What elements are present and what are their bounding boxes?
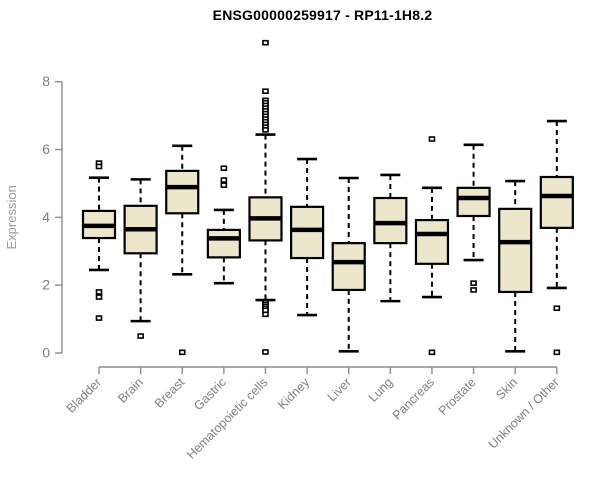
- x-tick-label: Prostate: [436, 375, 479, 418]
- y-axis-title: Expression: [4, 185, 19, 249]
- chart-title: ENSG00000259917 - RP11-1H8.2: [212, 7, 433, 23]
- x-tick-label: Lung: [366, 375, 396, 405]
- iqr-box: [498, 207, 533, 294]
- outlier-point: [95, 289, 103, 295]
- x-tick-label: Pancreas: [390, 375, 437, 422]
- box-liver: [331, 176, 366, 353]
- outlier-point: [553, 349, 561, 356]
- iqr-box: [206, 228, 241, 259]
- outlier-point: [262, 349, 269, 355]
- outlier-point: [262, 127, 269, 133]
- y-tick-label: 4: [42, 209, 50, 225]
- x-tick-label: Kidney: [275, 375, 312, 412]
- x-tick-label: Brain: [115, 375, 146, 406]
- y-tick-label: 0: [42, 345, 50, 361]
- box-skin: [498, 179, 533, 353]
- y-tick-label: 6: [42, 141, 50, 157]
- iqr-box: [414, 218, 450, 265]
- iqr-box: [290, 205, 325, 260]
- outlier-point: [95, 315, 103, 321]
- x-tick-label: Gastric: [191, 375, 229, 413]
- x-tick-label: Breast: [152, 375, 188, 411]
- x-tick-label: Skin: [493, 375, 520, 402]
- outlier-point: [137, 333, 144, 339]
- box-hematopoietic-cells: [248, 39, 283, 355]
- box-brain: [123, 178, 158, 339]
- outlier-point: [95, 294, 103, 300]
- outlier-point: [178, 349, 186, 356]
- outlier-point: [220, 182, 228, 188]
- outlier-point: [262, 311, 269, 318]
- x-tick-label: Unknown / Other: [486, 375, 562, 451]
- y-tick-label: 8: [42, 73, 50, 89]
- outlier-point: [553, 305, 561, 312]
- outlier-point: [470, 287, 477, 293]
- outlier-point: [220, 165, 228, 171]
- box-lung: [373, 173, 408, 303]
- outlier-point: [470, 280, 477, 286]
- box-bladder: [81, 160, 117, 321]
- iqr-box: [331, 242, 366, 292]
- outlier-point: [262, 39, 269, 46]
- box-kidney: [290, 157, 325, 317]
- x-tick-label: Liver: [325, 375, 354, 404]
- outlier-point: [262, 88, 269, 94]
- outlier-point: [428, 136, 436, 142]
- box-pancreas: [414, 136, 450, 356]
- outlier-point: [428, 349, 436, 356]
- iqr-box: [373, 196, 408, 245]
- iqr-box: [165, 169, 200, 215]
- y-tick-label: 2: [42, 277, 50, 293]
- box-unknown-other: [539, 119, 574, 356]
- x-tick-label: Bladder: [64, 375, 104, 415]
- outlier-point: [95, 163, 103, 170]
- outlier-point: [220, 177, 228, 183]
- box-breast: [165, 144, 200, 356]
- iqr-box: [456, 186, 491, 218]
- x-tick-label: Hematopoietic cells: [184, 375, 271, 462]
- box-gastric: [206, 165, 241, 285]
- iqr-box: [539, 175, 574, 229]
- box-prostate: [456, 143, 491, 293]
